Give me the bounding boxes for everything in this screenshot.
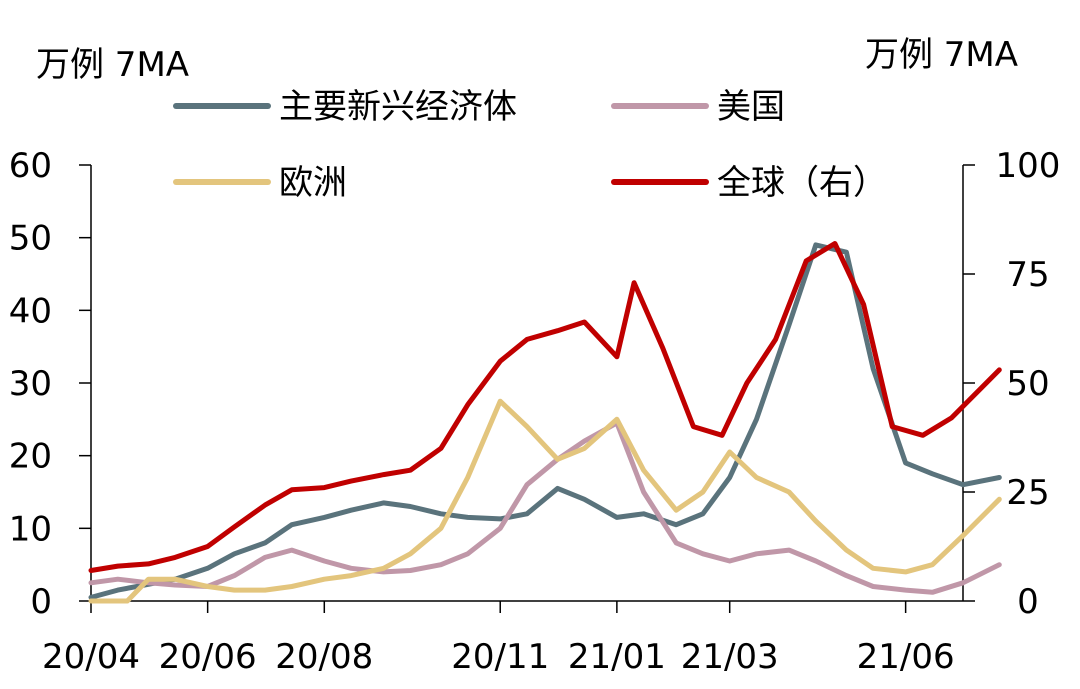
x-tick-label: 21/01 xyxy=(568,637,666,677)
series-line-3 xyxy=(88,241,1002,573)
left-y-tick-label: 40 xyxy=(9,291,52,331)
series-line-0 xyxy=(88,242,1002,600)
right-y-tick-label: 50 xyxy=(1006,364,1049,404)
right-unit-label: 万例 7MA xyxy=(865,35,1018,75)
x-tick-label: 20/08 xyxy=(275,637,373,677)
legend-label: 美国 xyxy=(717,87,785,127)
right-y-tick-label: 100 xyxy=(996,146,1061,186)
legend-label: 欧洲 xyxy=(279,163,347,203)
right-y-tick-label: 0 xyxy=(1017,582,1039,622)
right-y-tick-label: 25 xyxy=(1006,473,1049,513)
legend-label: 全球（右） xyxy=(717,163,887,203)
left-y-tick-label: 20 xyxy=(9,437,52,477)
series-line-2 xyxy=(88,398,1002,604)
x-tick-label: 21/03 xyxy=(681,637,779,677)
x-tick-label: 20/06 xyxy=(159,637,257,677)
axes: 20/04 20/06 20/08 20/11 21/01 21/03 21/06 0 10 20… xyxy=(9,146,1061,677)
left-y-tick-label: 50 xyxy=(9,219,52,259)
x-tick-label: 21/06 xyxy=(857,637,955,677)
left-y-tick-label: 60 xyxy=(9,146,52,186)
series-lines xyxy=(88,241,1002,604)
right-y-tick-label: 75 xyxy=(1006,255,1049,295)
left-y-tick-label: 30 xyxy=(9,364,52,404)
left-y-tick-label: 0 xyxy=(30,582,52,622)
series-line-1 xyxy=(88,420,1002,595)
legend-label: 主要新兴经济体 xyxy=(279,87,517,127)
x-tick-label: 20/11 xyxy=(451,637,549,677)
left-y-tick-label: 10 xyxy=(9,509,52,549)
left-unit-label: 万例 7MA xyxy=(36,45,189,85)
x-tick-label: 20/04 xyxy=(42,637,140,677)
